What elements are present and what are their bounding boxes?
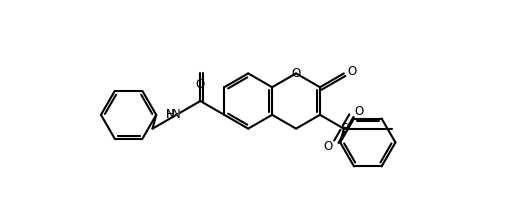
Text: N: N [172,108,181,121]
Text: O: O [196,78,205,91]
Text: H: H [166,108,175,121]
Text: O: O [348,65,357,78]
Text: O: O [355,105,364,118]
Text: N: N [172,108,181,121]
Text: O: O [291,67,301,80]
Text: O: O [324,139,333,152]
Text: N: N [166,108,175,121]
Text: S: S [340,122,348,135]
